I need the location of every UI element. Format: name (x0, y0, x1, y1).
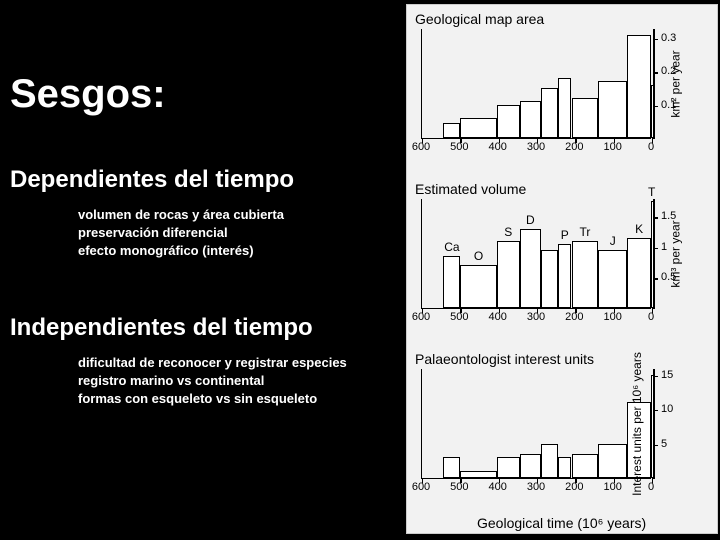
bullet-item: formas con esqueleto vs sin esqueleto (78, 390, 347, 408)
bar (598, 444, 627, 478)
x-tick-label: 200 (565, 141, 583, 153)
bullet-item: preservación diferencial (78, 224, 284, 242)
x-axis-label: Geological time (10⁶ years) (477, 515, 646, 531)
bar (572, 98, 599, 138)
plot-area: CaOSDPTrJKT0.511.5km³ per year (421, 199, 651, 309)
bar (497, 241, 520, 308)
x-tick-label: 300 (527, 481, 545, 493)
section2-items: dificultad de reconocer y registrar espe… (78, 354, 347, 409)
x-tick-label: 0 (648, 311, 654, 323)
x-tick-label: 0 (648, 141, 654, 153)
plot-area: 51015Interest units per 10⁶ years (421, 369, 651, 479)
section1-title: Dependientes del tiempo (10, 166, 294, 194)
bar (627, 35, 651, 138)
bar (541, 88, 558, 138)
chart-title: Estimated volume (415, 181, 711, 197)
section2-title: Independientes del tiempo (10, 314, 313, 342)
x-tick-label: 500 (450, 481, 468, 493)
bar (497, 457, 520, 478)
x-tick-label: 300 (527, 141, 545, 153)
y-axis-label: km³ per year (668, 220, 682, 287)
main-title: Sesgos: (10, 72, 166, 117)
chart-palaeontologist-interest: Palaeontologist interest units 51015Inter… (415, 351, 711, 479)
x-tick-label: 200 (565, 481, 583, 493)
chart-geological-map-area: Geological map area 0.10.20.3km² per year… (415, 11, 711, 139)
bar-label: D (526, 213, 535, 227)
bar (572, 454, 599, 478)
x-tick-label: 300 (527, 311, 545, 323)
bar (598, 250, 627, 308)
bar (443, 123, 460, 138)
bar-label: O (474, 249, 483, 263)
bar (627, 238, 651, 308)
bar (520, 454, 541, 478)
bullet-item: efecto monográfico (interés) (78, 242, 284, 260)
x-tick-label: 400 (488, 311, 506, 323)
bar (558, 78, 571, 138)
bullet-item: dificultad de reconocer y registrar espe… (78, 354, 347, 372)
bar (558, 457, 571, 478)
x-tick-label: 100 (603, 481, 621, 493)
x-tick-label: 100 (603, 141, 621, 153)
y-tick-label: 0.3 (661, 32, 676, 44)
x-tick-label: 500 (450, 141, 468, 153)
bar-label: S (504, 225, 512, 239)
y-axis-label: Interest units per 10⁶ years (630, 352, 644, 496)
x-tick-label: 600 (412, 481, 430, 493)
chart-title: Geological map area (415, 11, 711, 27)
section1-items: volumen de rocas y área cubierta preserv… (78, 206, 284, 261)
bar-label: T (648, 185, 655, 199)
bar (558, 244, 571, 308)
bar (460, 471, 496, 478)
bar (460, 118, 496, 138)
x-tick-label: 500 (450, 311, 468, 323)
bar (520, 101, 541, 138)
plot-area: 0.10.20.3km² per year (421, 29, 651, 139)
y-tick-label: 5 (661, 438, 667, 450)
x-tick-label: 600 (412, 311, 430, 323)
bar (443, 256, 460, 308)
bar (443, 457, 460, 478)
y-tick-label: 1 (661, 241, 667, 253)
bar-label: P (561, 228, 569, 242)
x-tick-label: 0 (648, 481, 654, 493)
bar (460, 265, 496, 308)
x-tick-label: 600 (412, 141, 430, 153)
bar-label: Tr (579, 225, 590, 239)
bar (598, 81, 627, 138)
bar-label: Ca (444, 240, 459, 254)
charts-panel: Geological map area 0.10.20.3km² per year… (406, 4, 718, 534)
bar-label: K (635, 222, 643, 236)
bullet-item: volumen de rocas y área cubierta (78, 206, 284, 224)
bullet-item: registro marino vs continental (78, 372, 347, 390)
bar (572, 241, 599, 308)
x-tick-label: 200 (565, 311, 583, 323)
y-axis-label: km² per year (668, 50, 682, 117)
bar (520, 229, 541, 308)
y-tick-label: 15 (661, 369, 673, 381)
bar (541, 250, 558, 308)
x-tick-label: 400 (488, 141, 506, 153)
chart-title: Palaeontologist interest units (415, 351, 711, 367)
bar (497, 105, 520, 138)
left-panel: Sesgos: Dependientes del tiempo volumen … (0, 0, 400, 540)
bar (541, 444, 558, 478)
x-tick-label: 100 (603, 311, 621, 323)
bar-label: J (610, 234, 616, 248)
y-tick-label: 10 (661, 403, 673, 415)
chart-estimated-volume: Estimated volumeCaOSDPTrJKT0.511.5km³ pe… (415, 181, 711, 309)
x-tick-label: 400 (488, 481, 506, 493)
